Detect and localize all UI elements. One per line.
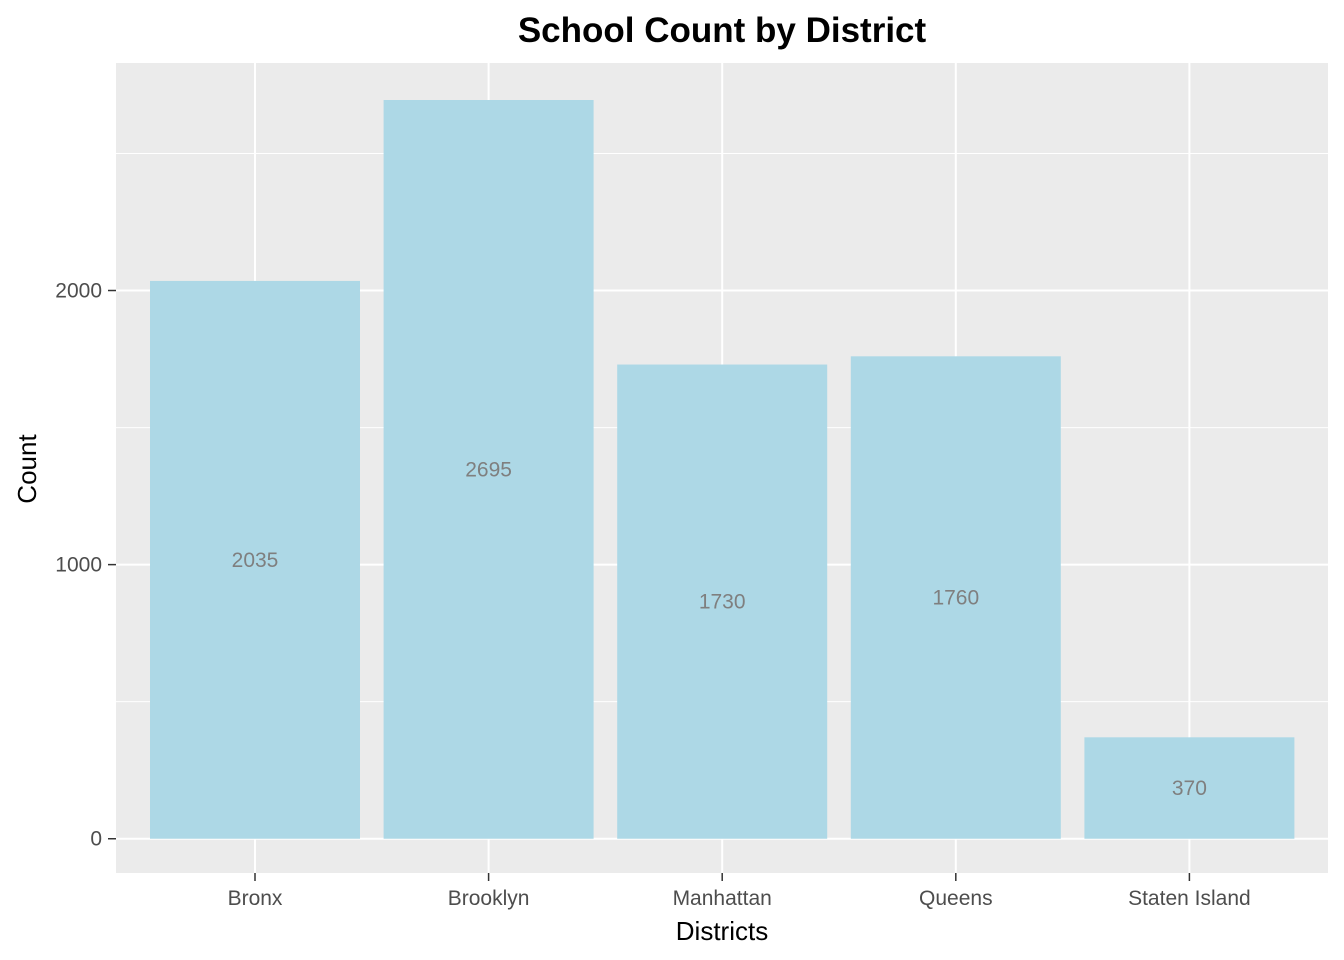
bar-staten-island	[1084, 737, 1295, 839]
y-tick-label: 1000	[55, 554, 102, 577]
bar-queens	[850, 356, 1061, 839]
axes: 0 1000 2000 Bronx Brooklyn Manhattan Queens Sta…	[55, 280, 1250, 910]
x-axis-title: Districts	[676, 916, 768, 946]
x-tick-label: Staten Island	[1128, 887, 1251, 910]
bar-bronx	[150, 280, 360, 839]
data-label: 1760	[932, 587, 979, 610]
y-tick-label: 2000	[55, 280, 102, 303]
x-tick-label: Manhattan	[673, 887, 772, 910]
data-labels: 2035 2695 1730 1760 370	[232, 458, 1207, 800]
data-label: 370	[1172, 777, 1207, 800]
y-tick-label: 0	[90, 828, 102, 851]
bars	[150, 100, 1295, 839]
chart-title: School Count by District	[518, 11, 927, 50]
data-label: 1730	[699, 591, 746, 614]
bar-brooklyn	[383, 100, 594, 839]
x-tick-label: Brooklyn	[448, 887, 530, 910]
bar-manhattan	[617, 364, 828, 839]
x-tick-label: Queens	[919, 887, 993, 910]
y-axis-title: Count	[12, 434, 42, 504]
x-tick-label: Bronx	[228, 887, 283, 910]
data-label: 2695	[465, 458, 512, 481]
data-label: 2035	[232, 549, 279, 572]
